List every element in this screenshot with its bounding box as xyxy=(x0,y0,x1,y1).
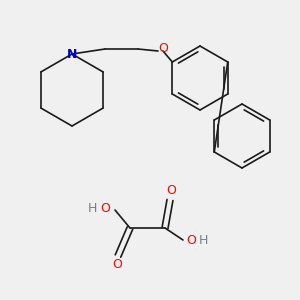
Text: O: O xyxy=(100,202,110,214)
Text: O: O xyxy=(158,43,168,56)
Text: H: H xyxy=(87,202,97,214)
Text: H: H xyxy=(198,233,208,247)
Text: O: O xyxy=(166,184,176,197)
Text: O: O xyxy=(112,259,122,272)
Text: O: O xyxy=(186,233,196,247)
Text: N: N xyxy=(67,47,77,61)
